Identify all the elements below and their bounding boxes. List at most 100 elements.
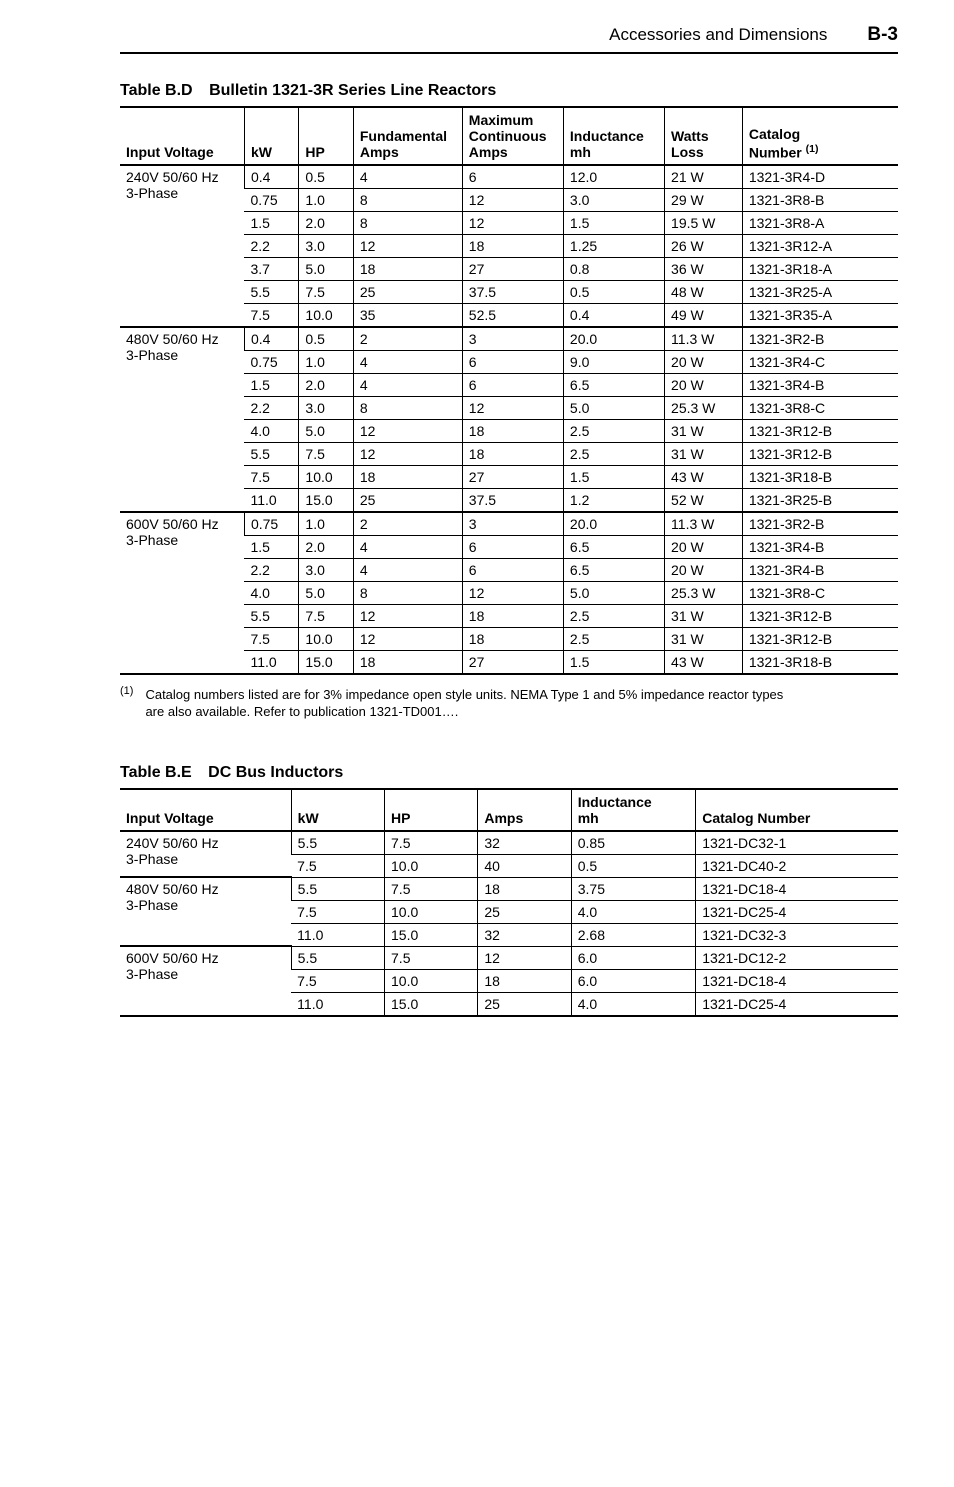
table-cell: 1.2 xyxy=(563,489,664,513)
table-cell: 18 xyxy=(353,651,462,675)
table-cell: 5.0 xyxy=(299,420,353,443)
table-cell: 2 xyxy=(353,512,462,536)
table-cell: 7.5 xyxy=(244,304,298,328)
table-cell: 1.5 xyxy=(563,212,664,235)
table-cell: 0.4 xyxy=(563,304,664,328)
table-cell: 2.5 xyxy=(563,443,664,466)
table-row: 600V 50/60 Hz3-Phase0.751.02320.011.3 W1… xyxy=(120,512,898,536)
table-cell: 2.5 xyxy=(563,605,664,628)
table-d-header: FundamentalAmps xyxy=(353,107,462,165)
table-cell: 27 xyxy=(462,258,563,281)
table-cell: 52.5 xyxy=(462,304,563,328)
table-cell: 5.0 xyxy=(563,397,664,420)
table-cell: 10.0 xyxy=(385,854,478,877)
table-cell: 35 xyxy=(353,304,462,328)
table-row: 240V 50/60 Hz3-Phase5.57.5320.851321-DC3… xyxy=(120,831,898,855)
table-cell: 18 xyxy=(478,877,571,900)
table-d-header: Input Voltage xyxy=(120,107,244,165)
table-cell: 52 W xyxy=(665,489,743,513)
table-cell: 8 xyxy=(353,582,462,605)
table-cell: 3.75 xyxy=(571,877,695,900)
table-cell: 20 W xyxy=(665,536,743,559)
table-cell: 1321-3R8-A xyxy=(742,212,898,235)
table-cell: 0.5 xyxy=(299,165,353,189)
table-cell: 1.5 xyxy=(244,536,298,559)
table-cell: 12 xyxy=(462,212,563,235)
table-cell: 1321-DC32-3 xyxy=(696,923,898,946)
table-cell: 1321-3R4-D xyxy=(742,165,898,189)
table-cell: 0.4 xyxy=(244,327,298,351)
table-cell: 49 W xyxy=(665,304,743,328)
table-cell: 12 xyxy=(462,189,563,212)
table-cell: 37.5 xyxy=(462,281,563,304)
table-cell: 1321-3R8-B xyxy=(742,189,898,212)
input-voltage-cell: 240V 50/60 Hz3-Phase xyxy=(120,165,244,327)
table-cell: 1321-DC18-4 xyxy=(696,877,898,900)
table-cell: 7.5 xyxy=(244,628,298,651)
table-cell: 0.5 xyxy=(571,854,695,877)
table-cell: 31 W xyxy=(665,628,743,651)
input-voltage-cell: 240V 50/60 Hz3-Phase xyxy=(120,831,291,878)
table-cell: 18 xyxy=(462,628,563,651)
table-cell: 5.5 xyxy=(244,443,298,466)
table-cell: 12 xyxy=(462,397,563,420)
table-cell: 11.0 xyxy=(291,923,384,946)
table-cell: 27 xyxy=(462,651,563,675)
footnote-marker: (1) xyxy=(120,685,133,718)
table-cell: 12 xyxy=(478,946,571,969)
table-cell: 8 xyxy=(353,212,462,235)
table-cell: 1321-3R18-A xyxy=(742,258,898,281)
table-cell: 7.5 xyxy=(299,605,353,628)
table-cell: 6.0 xyxy=(571,969,695,992)
table-e-header: HP xyxy=(385,789,478,831)
table-cell: 32 xyxy=(478,923,571,946)
table-cell: 1321-3R12-B xyxy=(742,443,898,466)
table-cell: 2.5 xyxy=(563,628,664,651)
table-cell: 31 W xyxy=(665,605,743,628)
table-cell: 6 xyxy=(462,351,563,374)
table-cell: 11.3 W xyxy=(665,512,743,536)
table-cell: 1.5 xyxy=(244,212,298,235)
table-cell: 10.0 xyxy=(299,628,353,651)
table-cell: 5.5 xyxy=(291,831,384,855)
table-cell: 18 xyxy=(353,258,462,281)
table-cell: 1321-3R12-B xyxy=(742,605,898,628)
table-cell: 6.0 xyxy=(571,946,695,969)
table-cell: 20 W xyxy=(665,559,743,582)
table-cell: 15.0 xyxy=(385,992,478,1016)
table-cell: 7.5 xyxy=(291,854,384,877)
table-cell: 1321-DC25-4 xyxy=(696,900,898,923)
table-d-header: CatalogNumber (1) xyxy=(742,107,898,165)
table-cell: 1321-3R4-B xyxy=(742,374,898,397)
table-cell: 1321-DC40-2 xyxy=(696,854,898,877)
table-cell: 5.5 xyxy=(291,877,384,900)
table-cell: 1.0 xyxy=(299,512,353,536)
table-cell: 31 W xyxy=(665,420,743,443)
table-e-title: DC Bus Inductors xyxy=(208,764,343,781)
table-cell: 12 xyxy=(462,582,563,605)
table-cell: 11.0 xyxy=(244,489,298,513)
table-cell: 25.3 W xyxy=(665,397,743,420)
input-voltage-cell: 480V 50/60 Hz3-Phase xyxy=(120,877,291,946)
table-e: Input VoltagekWHPAmpsInductancemhCatalog… xyxy=(120,788,898,1017)
table-cell: 5.5 xyxy=(244,605,298,628)
table-cell: 1321-3R12-A xyxy=(742,235,898,258)
table-e-header: kW xyxy=(291,789,384,831)
table-cell: 1321-3R2-B xyxy=(742,512,898,536)
table-cell: 5.0 xyxy=(563,582,664,605)
table-cell: 6 xyxy=(462,374,563,397)
table-cell: 7.5 xyxy=(299,443,353,466)
table-cell: 2.2 xyxy=(244,559,298,582)
table-cell: 15.0 xyxy=(299,651,353,675)
table-cell: 3.0 xyxy=(299,397,353,420)
table-cell: 1321-3R12-B xyxy=(742,628,898,651)
table-cell: 0.8 xyxy=(563,258,664,281)
table-cell: 1321-3R12-B xyxy=(742,420,898,443)
table-row: 480V 50/60 Hz3-Phase5.57.5183.751321-DC1… xyxy=(120,877,898,900)
table-cell: 1321-3R25-A xyxy=(742,281,898,304)
table-cell: 12 xyxy=(353,420,462,443)
table-cell: 3.7 xyxy=(244,258,298,281)
table-cell: 3 xyxy=(462,512,563,536)
table-cell: 7.5 xyxy=(385,946,478,969)
table-cell: 25 xyxy=(353,489,462,513)
